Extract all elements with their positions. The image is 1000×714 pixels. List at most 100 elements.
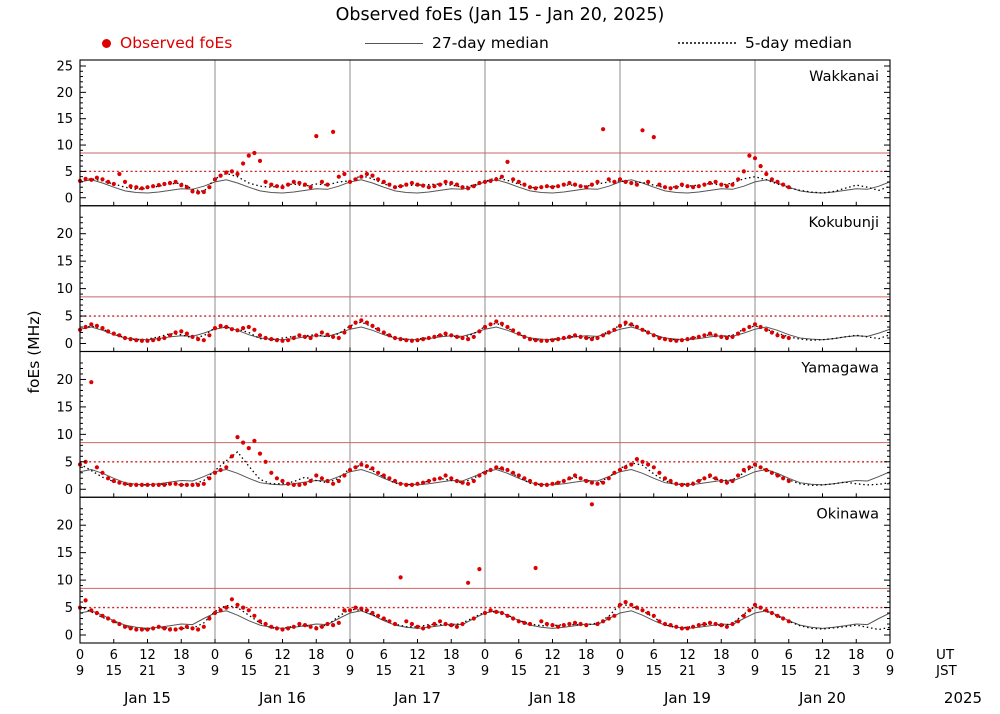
jst-tick-label: 3 bbox=[177, 664, 185, 679]
observed-point bbox=[685, 626, 690, 631]
observed-point bbox=[482, 610, 488, 616]
observed-point bbox=[634, 324, 640, 330]
observed-point bbox=[387, 333, 392, 338]
observed-point bbox=[83, 598, 88, 603]
observed-point bbox=[314, 626, 319, 631]
observed-point bbox=[696, 184, 701, 189]
ut-tick-label: 12 bbox=[274, 648, 291, 663]
y-tick-label: 5 bbox=[65, 601, 73, 616]
observed-point bbox=[775, 473, 780, 478]
observed-point bbox=[544, 338, 550, 343]
observed-point bbox=[752, 602, 758, 607]
observed-point bbox=[662, 337, 668, 342]
observed-point bbox=[769, 177, 775, 182]
observed-point bbox=[100, 470, 105, 475]
observed-point bbox=[589, 182, 595, 187]
observed-point bbox=[657, 182, 662, 187]
observed-point bbox=[269, 182, 274, 187]
observed-point bbox=[432, 334, 437, 339]
observed-point bbox=[145, 482, 150, 487]
observed-point bbox=[572, 333, 578, 338]
observed-point bbox=[122, 335, 128, 341]
y-tick-label: 15 bbox=[56, 112, 73, 127]
observed-point bbox=[556, 184, 561, 189]
observed-point bbox=[494, 465, 499, 470]
observed-point bbox=[376, 177, 381, 182]
observed-point bbox=[561, 182, 566, 187]
observed-point bbox=[691, 624, 696, 629]
observed-point bbox=[527, 478, 533, 484]
ut-tick-label: 12 bbox=[814, 648, 831, 663]
observed-point bbox=[482, 324, 488, 330]
observed-point bbox=[409, 180, 414, 186]
observed-point bbox=[139, 627, 144, 632]
observed-point bbox=[302, 623, 308, 628]
observed-point bbox=[167, 180, 173, 186]
ut-tick-label: 12 bbox=[139, 648, 156, 663]
ut-tick-label: 0 bbox=[211, 648, 219, 663]
observed-point bbox=[325, 621, 330, 627]
observed-point bbox=[342, 608, 347, 613]
dotted-line-icon bbox=[678, 42, 736, 44]
observed-point bbox=[657, 470, 662, 475]
observed-point bbox=[117, 171, 122, 177]
observed-point bbox=[111, 619, 116, 624]
observed-point bbox=[263, 459, 268, 464]
observed-point bbox=[668, 623, 673, 628]
observed-point bbox=[679, 626, 685, 631]
observed-point bbox=[544, 184, 550, 189]
observed-point bbox=[668, 186, 673, 191]
observed-point bbox=[426, 335, 431, 341]
observed-point bbox=[381, 473, 386, 478]
observed-point bbox=[601, 333, 606, 338]
observed-point bbox=[173, 627, 178, 632]
observed-point bbox=[454, 624, 459, 629]
observed-point bbox=[151, 626, 156, 631]
observed-point bbox=[724, 624, 730, 629]
observed-point bbox=[466, 337, 471, 342]
observed-point bbox=[111, 331, 116, 336]
observed-point bbox=[274, 338, 279, 343]
observed-point bbox=[460, 621, 465, 627]
date-label: Jan 19 bbox=[663, 689, 711, 707]
observed-point bbox=[752, 156, 758, 161]
observed-point bbox=[460, 185, 465, 190]
observed-point bbox=[449, 180, 454, 186]
observed-point bbox=[392, 335, 398, 341]
observed-point bbox=[505, 159, 510, 164]
observed-point bbox=[775, 333, 780, 338]
observed-point bbox=[286, 481, 291, 486]
observed-point bbox=[488, 322, 493, 327]
observed-point bbox=[522, 334, 527, 339]
observed-point bbox=[404, 182, 409, 187]
observed-point bbox=[758, 605, 763, 610]
observed-point bbox=[646, 330, 651, 335]
jst-tick-label: 9 bbox=[616, 664, 624, 679]
observed-point bbox=[544, 621, 550, 627]
observed-point bbox=[443, 621, 448, 627]
observed-point bbox=[145, 185, 150, 190]
observed-point bbox=[707, 620, 713, 626]
observed-point bbox=[623, 179, 628, 184]
observed-point bbox=[381, 330, 386, 335]
observed-point bbox=[606, 177, 611, 182]
panel-frame bbox=[79, 496, 891, 644]
observed-point bbox=[702, 333, 707, 338]
observed-point bbox=[167, 481, 173, 486]
observed-point bbox=[263, 621, 268, 627]
observed-point bbox=[646, 462, 651, 467]
observed-point bbox=[477, 180, 482, 186]
observed-point bbox=[747, 324, 752, 330]
observed-point bbox=[291, 179, 296, 184]
observed-point bbox=[319, 624, 324, 629]
observed-point bbox=[657, 619, 662, 624]
observed-point bbox=[291, 624, 296, 629]
panel-wakkanai: 0 5 10 15 20 25 Wakkanai bbox=[56, 59, 891, 207]
observed-point bbox=[584, 185, 589, 190]
observed-point bbox=[437, 619, 443, 624]
observed-point bbox=[629, 462, 634, 467]
observed-point bbox=[218, 467, 223, 473]
observed-point bbox=[415, 338, 420, 343]
observed-point bbox=[775, 179, 780, 184]
observed-point bbox=[719, 334, 724, 339]
